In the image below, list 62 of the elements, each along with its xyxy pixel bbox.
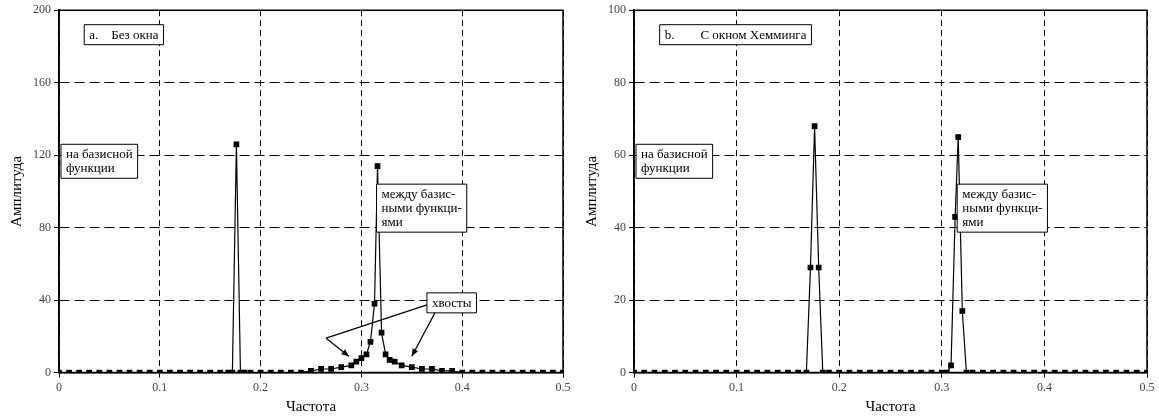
point bbox=[439, 367, 445, 373]
x-tick-label: 0.3 bbox=[353, 379, 369, 394]
x-tick-label: 0.5 bbox=[555, 379, 571, 394]
annotation: между базис- ными функци- ями bbox=[381, 186, 462, 230]
y-tick-label: 0 bbox=[620, 364, 626, 379]
point bbox=[429, 366, 435, 372]
point bbox=[386, 357, 393, 363]
y-axis-title: Амплитуда bbox=[582, 155, 599, 227]
point bbox=[948, 362, 954, 369]
point bbox=[318, 366, 324, 372]
y-tick-label: 80 bbox=[614, 74, 626, 89]
point bbox=[358, 355, 365, 361]
y-tick-label: 20 bbox=[614, 292, 626, 307]
x-tick-label: 0.2 bbox=[831, 379, 847, 394]
point bbox=[371, 300, 378, 307]
x-tick-label: 0.1 bbox=[152, 379, 168, 394]
x-tick-label: 0 bbox=[631, 379, 637, 394]
point bbox=[378, 329, 385, 336]
y-tick-label: 200 bbox=[33, 2, 51, 17]
point bbox=[449, 367, 455, 373]
point bbox=[815, 264, 822, 271]
y-tick-label: 40 bbox=[39, 292, 51, 307]
point bbox=[353, 358, 360, 365]
point bbox=[308, 367, 314, 373]
point bbox=[374, 163, 381, 169]
x-tick-label: 0.4 bbox=[454, 379, 470, 394]
point bbox=[382, 351, 389, 358]
x-tick-label: 0.3 bbox=[934, 379, 950, 394]
x-tick-label: 0.5 bbox=[1139, 379, 1155, 394]
y-tick-label: 100 bbox=[608, 2, 626, 17]
x-tick-label: 0 bbox=[56, 379, 62, 394]
x-tick-label: 0.2 bbox=[253, 379, 269, 394]
annotation: между базис- ными функци- ями bbox=[962, 186, 1043, 230]
point bbox=[391, 358, 398, 365]
x-axis-title: Частота bbox=[285, 397, 337, 414]
annotation: на базисной функции bbox=[641, 146, 708, 176]
point bbox=[419, 366, 425, 372]
point bbox=[811, 123, 818, 130]
y-tick-label: 40 bbox=[614, 219, 626, 234]
point bbox=[959, 308, 966, 314]
point bbox=[338, 364, 345, 371]
point bbox=[408, 364, 415, 371]
x-tick-label: 0.4 bbox=[1036, 379, 1052, 394]
y-tick-label: 120 bbox=[33, 147, 51, 162]
y-tick-label: 80 bbox=[39, 219, 51, 234]
y-tick-label: 160 bbox=[33, 74, 51, 89]
point bbox=[952, 213, 958, 220]
x-axis-title: Частота bbox=[865, 397, 916, 414]
point bbox=[233, 141, 240, 148]
y-axis-title: Амплитуда bbox=[7, 155, 24, 227]
y-tick-label: 60 bbox=[614, 147, 626, 162]
annotation: на базисной функции bbox=[66, 146, 133, 176]
point bbox=[955, 134, 962, 140]
point bbox=[328, 366, 335, 372]
annotation: хвосты bbox=[431, 294, 472, 310]
annotation: a. Без окна bbox=[89, 26, 159, 42]
point bbox=[398, 362, 405, 369]
x-tick-label: 0.1 bbox=[729, 379, 745, 394]
annotation: b. С окном Хемминга bbox=[664, 26, 807, 42]
point bbox=[367, 338, 374, 345]
y-tick-label: 0 bbox=[45, 364, 51, 379]
point bbox=[348, 362, 355, 369]
